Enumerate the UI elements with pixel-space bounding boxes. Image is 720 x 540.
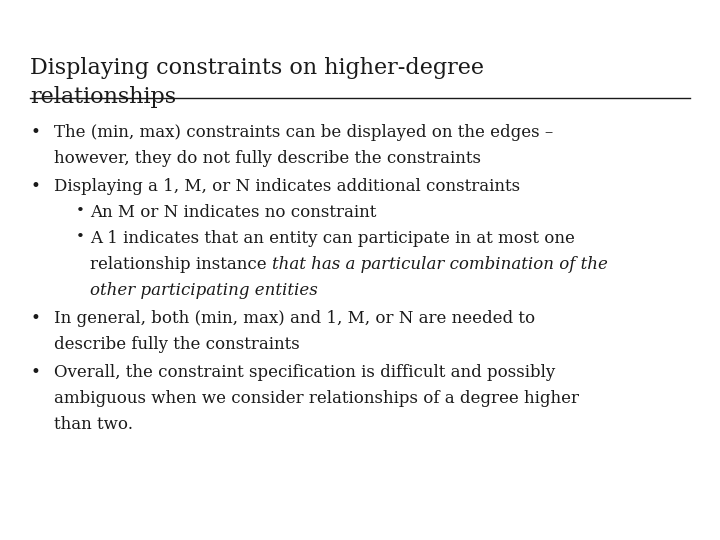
Text: other participating entities: other participating entities: [90, 282, 318, 299]
Text: In general, both (min, max) and 1, M, or N are needed to: In general, both (min, max) and 1, M, or…: [54, 310, 535, 327]
Text: The (min, max) constraints can be displayed on the edges –: The (min, max) constraints can be displa…: [54, 124, 553, 141]
Text: Displaying a 1, M, or N indicates additional constraints: Displaying a 1, M, or N indicates additi…: [54, 178, 520, 195]
Text: Displaying constraints on higher-degree: Displaying constraints on higher-degree: [30, 57, 485, 79]
Text: A 1 indicates that an entity can participate in at most one: A 1 indicates that an entity can partici…: [90, 230, 575, 247]
Text: •: •: [30, 310, 40, 327]
Text: Overall, the constraint specification is difficult and possibly: Overall, the constraint specification is…: [54, 364, 555, 381]
Text: •: •: [76, 230, 84, 244]
Text: describe fully the constraints: describe fully the constraints: [54, 336, 300, 353]
Text: that has a particular combination of the: that has a particular combination of the: [272, 256, 608, 273]
Text: relationship instance: relationship instance: [90, 256, 272, 273]
Text: however, they do not fully describe the constraints: however, they do not fully describe the …: [54, 150, 481, 167]
Text: •: •: [30, 178, 40, 195]
Text: •: •: [30, 124, 40, 141]
Text: relationships: relationships: [30, 86, 176, 109]
Text: •: •: [30, 364, 40, 381]
Text: An M or N indicates no constraint: An M or N indicates no constraint: [90, 204, 377, 221]
Text: •: •: [76, 204, 84, 218]
Text: ambiguous when we consider relationships of a degree higher: ambiguous when we consider relationships…: [54, 390, 579, 407]
Text: than two.: than two.: [54, 416, 133, 433]
